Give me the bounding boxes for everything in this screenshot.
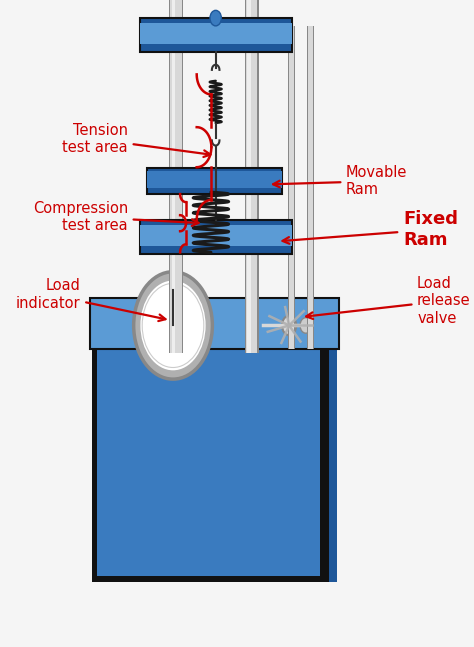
Circle shape — [134, 272, 212, 379]
Bar — [140, 220, 292, 254]
Bar — [307, 26, 314, 349]
Circle shape — [282, 316, 296, 335]
Bar — [140, 225, 292, 246]
Bar — [247, 0, 251, 353]
Circle shape — [170, 322, 176, 329]
Bar — [172, 0, 175, 353]
Bar — [97, 340, 320, 576]
Bar — [308, 26, 313, 349]
Bar — [92, 301, 334, 346]
Bar — [246, 0, 257, 353]
Text: Tension
test area: Tension test area — [63, 123, 210, 157]
Bar — [288, 26, 295, 349]
Bar — [170, 0, 182, 353]
Bar — [92, 333, 329, 582]
Circle shape — [139, 280, 207, 371]
Bar — [90, 298, 339, 349]
Text: Compression
test area: Compression test area — [33, 201, 199, 233]
Bar — [245, 0, 259, 353]
Bar — [140, 18, 292, 52]
Bar — [147, 171, 282, 188]
Circle shape — [142, 283, 204, 367]
Text: Load
release
valve: Load release valve — [306, 276, 471, 325]
Bar — [329, 298, 337, 582]
Bar — [169, 0, 183, 353]
Circle shape — [210, 10, 221, 26]
Circle shape — [300, 318, 311, 333]
Text: Load
indicator: Load indicator — [16, 278, 165, 321]
Bar — [289, 26, 294, 349]
Bar — [147, 168, 282, 194]
Text: Fixed
Ram: Fixed Ram — [283, 210, 458, 249]
Text: Movable
Ram: Movable Ram — [273, 165, 407, 197]
Bar — [140, 23, 292, 44]
